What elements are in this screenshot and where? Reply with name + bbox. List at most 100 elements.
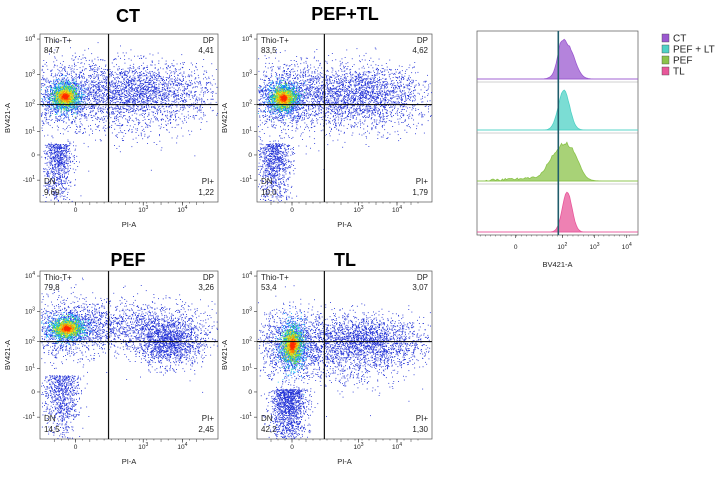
event-dot xyxy=(105,65,106,66)
event-dot xyxy=(103,106,104,107)
event-dot xyxy=(138,92,139,93)
event-dot xyxy=(58,169,59,170)
event-dot xyxy=(84,63,85,64)
event-dot xyxy=(180,63,181,64)
event-dot xyxy=(129,69,130,70)
event-dot xyxy=(156,79,157,80)
event-dot xyxy=(137,94,138,95)
event-dot xyxy=(80,129,81,130)
event-dot xyxy=(213,79,214,80)
event-dot xyxy=(171,112,172,113)
event-dot xyxy=(112,92,113,93)
event-dot xyxy=(51,162,52,163)
event-dot xyxy=(98,76,99,77)
event-dot xyxy=(81,107,82,108)
event-dot xyxy=(140,96,141,97)
event-dot xyxy=(89,66,90,67)
event-dot xyxy=(47,147,48,148)
event-dot xyxy=(154,117,155,118)
event-dot xyxy=(135,78,136,79)
event-dot xyxy=(133,103,134,104)
event-dot xyxy=(90,111,91,112)
event-dot xyxy=(167,68,168,69)
event-dot xyxy=(120,111,121,112)
event-dot xyxy=(191,75,192,76)
event-dot xyxy=(69,199,70,200)
event-dot xyxy=(70,142,71,143)
event-dot xyxy=(51,158,52,159)
event-dot xyxy=(66,148,67,149)
event-dot xyxy=(142,130,143,131)
event-dot xyxy=(60,196,61,197)
event-dot xyxy=(92,117,93,118)
event-dot xyxy=(166,63,167,64)
event-dot xyxy=(139,72,140,73)
event-dot xyxy=(58,178,59,179)
event-dot xyxy=(182,100,183,101)
event-dot xyxy=(116,81,117,82)
event-dot xyxy=(177,110,178,111)
event-dot xyxy=(152,84,153,85)
event-dot xyxy=(153,91,154,92)
event-dot xyxy=(137,91,138,92)
event-dot xyxy=(49,119,50,120)
event-dot xyxy=(188,94,189,95)
event-dot xyxy=(67,194,68,195)
event-dot xyxy=(61,67,62,68)
event-dot xyxy=(144,97,145,98)
event-dot xyxy=(75,150,76,151)
event-dot xyxy=(96,95,97,96)
event-dot xyxy=(156,111,157,112)
event-dot xyxy=(82,133,83,134)
event-dot xyxy=(140,86,141,87)
event-dot xyxy=(132,85,133,86)
event-dot xyxy=(156,120,157,121)
event-dot xyxy=(53,80,54,81)
event-dot xyxy=(148,103,149,104)
event-dot xyxy=(194,73,195,74)
event-dot xyxy=(123,93,124,94)
event-dot xyxy=(68,159,69,160)
event-dot xyxy=(183,109,184,110)
event-dot xyxy=(158,61,159,62)
event-dot xyxy=(66,173,67,174)
event-dot xyxy=(86,118,87,119)
event-dot xyxy=(146,78,147,79)
event-dot xyxy=(189,76,190,77)
event-dot xyxy=(130,125,131,126)
event-dot xyxy=(111,82,112,83)
event-dot xyxy=(165,89,166,90)
event-dot xyxy=(154,88,155,89)
event-dot xyxy=(99,80,100,81)
event-dot xyxy=(94,82,95,83)
event-dot xyxy=(65,189,66,190)
event-dot xyxy=(147,103,148,104)
event-dot xyxy=(52,172,53,173)
event-dot xyxy=(105,69,106,70)
event-dot xyxy=(47,135,48,136)
event-dot xyxy=(179,85,180,86)
event-dot xyxy=(184,62,185,63)
event-dot xyxy=(197,112,198,113)
event-dot xyxy=(99,99,100,100)
event-dot xyxy=(120,99,121,100)
event-dot xyxy=(72,161,73,162)
event-dot xyxy=(181,128,182,129)
event-dot xyxy=(196,63,197,64)
event-dot xyxy=(172,65,173,66)
event-dot xyxy=(98,42,99,43)
event-dot xyxy=(167,115,168,116)
event-dot xyxy=(112,85,113,86)
event-dot xyxy=(53,169,54,170)
event-dot xyxy=(126,97,127,98)
event-dot xyxy=(143,84,144,85)
event-dot xyxy=(103,95,104,96)
event-dot xyxy=(47,159,48,160)
event-dot xyxy=(56,149,57,150)
event-dot xyxy=(65,196,66,197)
event-dot xyxy=(128,84,129,85)
event-dot xyxy=(197,100,198,101)
event-dot xyxy=(131,90,132,91)
event-dot xyxy=(113,97,114,98)
event-dot xyxy=(177,90,178,91)
